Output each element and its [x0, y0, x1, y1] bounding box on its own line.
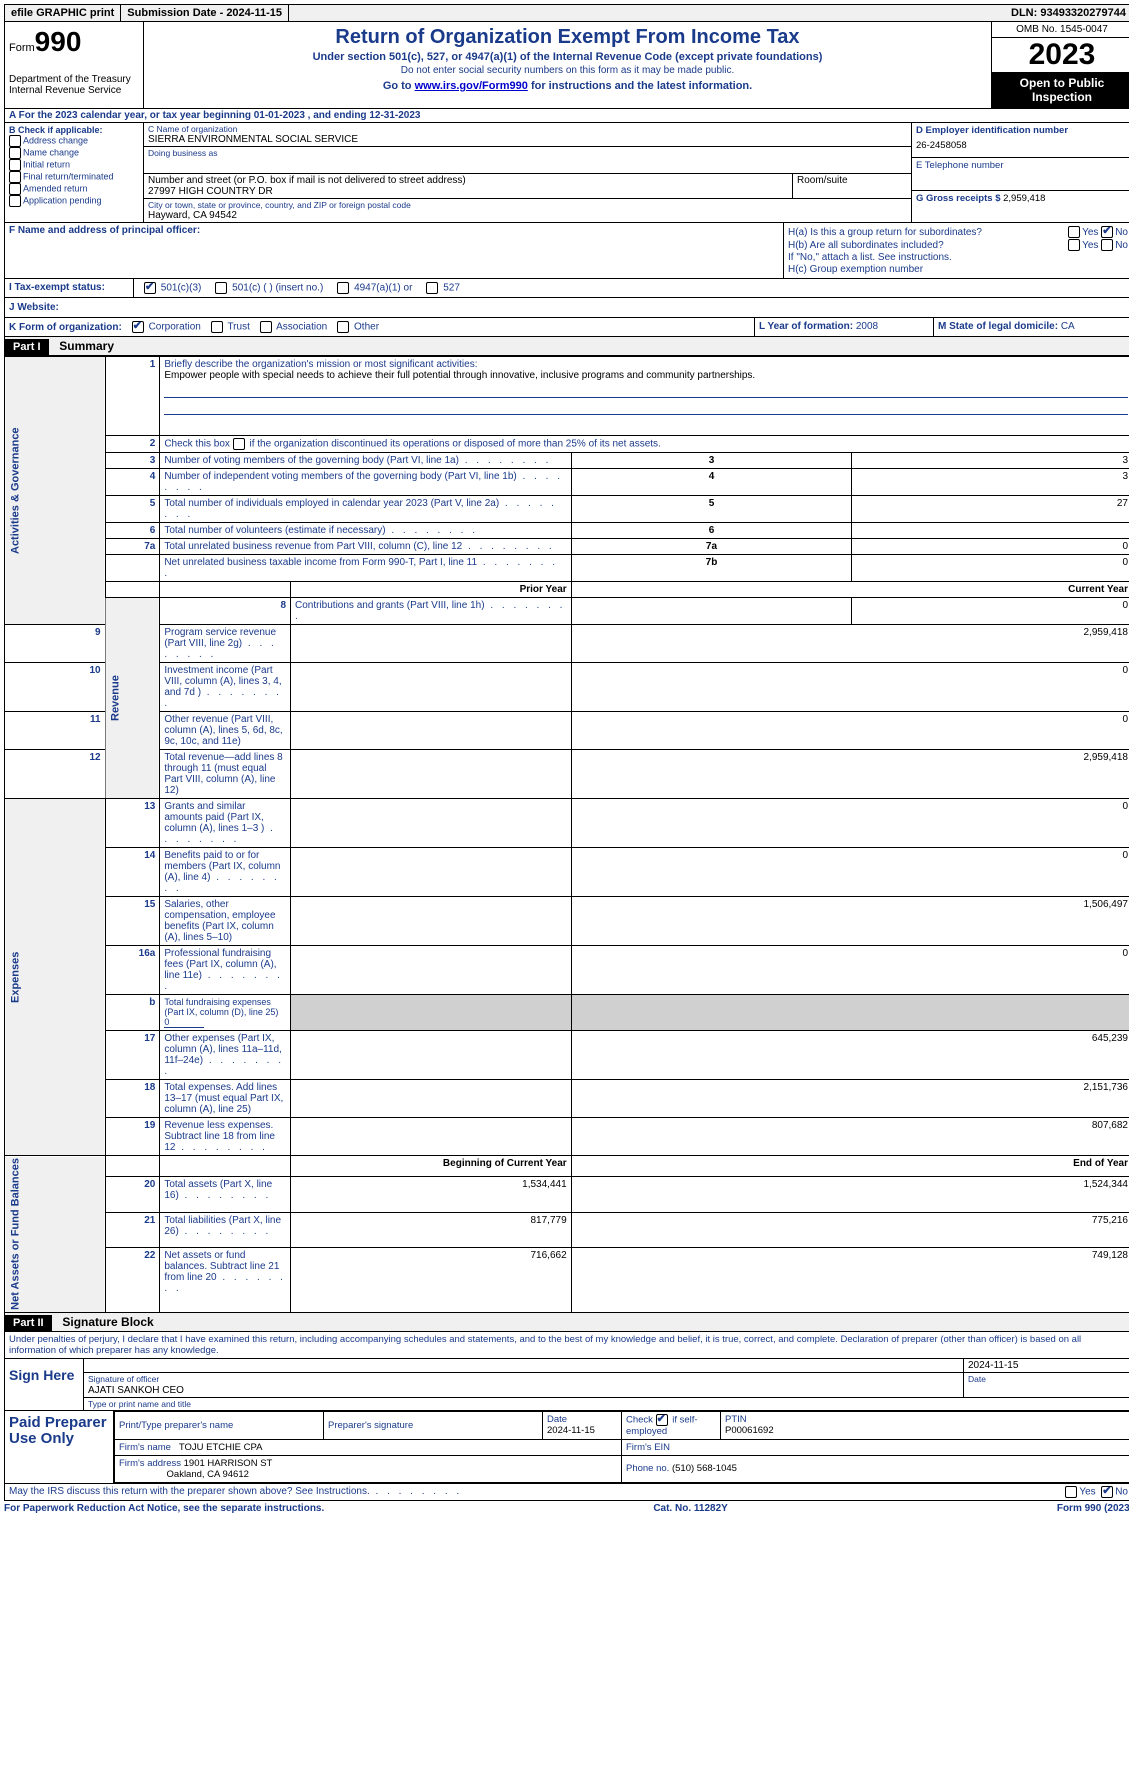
line18-curr: 2,151,736	[571, 1080, 1129, 1118]
dln: DLN: 93493320279744	[1005, 5, 1129, 21]
prep-date: 2024-11-15	[547, 1425, 595, 1436]
line12-curr: 2,959,418	[571, 750, 1129, 799]
form-number: 990	[35, 26, 82, 57]
cb-amended-return[interactable]	[9, 183, 21, 195]
line7b-val: 0	[852, 555, 1129, 582]
irs-link[interactable]: www.irs.gov/Form990	[415, 80, 528, 92]
state-domicile: CA	[1061, 321, 1075, 332]
line19-curr: 807,682	[571, 1118, 1129, 1156]
line3-val: 3	[852, 453, 1129, 469]
vlabel-governance: Activities & Governance	[5, 357, 106, 625]
line22-end: 749,128	[571, 1248, 1129, 1313]
firm-phone: (510) 568-1045	[672, 1463, 737, 1474]
line13-curr: 0	[571, 799, 1129, 848]
cb-assoc[interactable]	[260, 321, 272, 333]
line8-curr: 0	[852, 598, 1129, 625]
officer-name: AJATI SANKOH CEO	[88, 1385, 184, 1396]
line22-beg: 716,662	[291, 1248, 572, 1313]
firm-name: TOJU ETCHIE CPA	[179, 1442, 263, 1453]
line16a-curr: 0	[571, 946, 1129, 995]
cb-discuss-no[interactable]	[1101, 1486, 1113, 1498]
line20-end: 1,524,344	[571, 1177, 1129, 1213]
vlabel-netassets: Net Assets or Fund Balances	[5, 1156, 106, 1313]
top-bar: efile GRAPHIC print Submission Date - 20…	[4, 4, 1129, 22]
firm-addr2: Oakland, CA 94612	[167, 1469, 249, 1480]
subtitle-1: Under section 501(c), 527, or 4947(a)(1)…	[148, 51, 987, 63]
box-b: B Check if applicable: Address change Na…	[5, 123, 143, 222]
irs-label: Internal Revenue Service	[9, 85, 139, 96]
tax-year: 2023	[992, 38, 1129, 72]
submission-date: Submission Date - 2024-11-15	[121, 5, 289, 21]
line21-beg: 817,779	[291, 1212, 572, 1248]
line6-val	[852, 523, 1129, 539]
discuss-row: May the IRS discuss this return with the…	[4, 1484, 1129, 1501]
subtitle-2: Do not enter social security numbers on …	[148, 65, 987, 76]
tax-exempt-status: I Tax-exempt status: 501(c)(3) 501(c) ( …	[4, 279, 1129, 298]
dept-treasury: Department of the Treasury	[9, 74, 139, 85]
cb-self-employed[interactable]	[656, 1414, 668, 1426]
cb-527[interactable]	[426, 282, 438, 294]
line21-end: 775,216	[571, 1212, 1129, 1248]
part1-bar: Part I Summary	[4, 337, 1129, 356]
line15-curr: 1,506,497	[571, 897, 1129, 946]
vlabel-revenue: Revenue	[105, 598, 160, 799]
org-name: SIERRA ENVIRONMENTAL SOCIAL SERVICE	[148, 134, 907, 145]
cb-hb-no[interactable]	[1101, 239, 1113, 251]
entity-block: B Check if applicable: Address change Na…	[4, 123, 1129, 223]
ein: 26-2458058	[916, 136, 1128, 155]
website-row: J Website:	[4, 298, 1129, 318]
cb-corp[interactable]	[132, 321, 144, 333]
cb-name-change[interactable]	[9, 147, 21, 159]
firm-addr1: 1901 HARRISON ST	[184, 1458, 273, 1469]
org-city: Hayward, CA 94542	[148, 210, 907, 221]
principal-officer	[9, 236, 779, 268]
line17-curr: 645,239	[571, 1031, 1129, 1080]
cb-ha-no[interactable]	[1101, 226, 1113, 238]
cb-address-change[interactable]	[9, 135, 21, 147]
ptin: P00061692	[725, 1425, 774, 1436]
sign-here-block: Sign Here 2024-11-15 Signature of office…	[4, 1359, 1129, 1411]
k-org-row: K Form of organization: Corporation Trus…	[4, 318, 1129, 337]
cb-trust[interactable]	[211, 321, 223, 333]
summary-table: Activities & Governance 1 Briefly descri…	[4, 356, 1129, 1313]
org-street: 27997 HIGH COUNTRY DR	[148, 186, 788, 197]
cb-final-return[interactable]	[9, 171, 21, 183]
line9-curr: 2,959,418	[571, 625, 1129, 663]
cb-other[interactable]	[337, 321, 349, 333]
cb-ha-yes[interactable]	[1068, 226, 1080, 238]
sig-date: 2024-11-15	[968, 1360, 1018, 1371]
cb-501c[interactable]	[215, 282, 227, 294]
cb-discuss-yes[interactable]	[1065, 1486, 1077, 1498]
part2-bar: Part II Signature Block	[4, 1313, 1129, 1332]
fgh-block: F Name and address of principal officer:…	[4, 223, 1129, 279]
cb-4947[interactable]	[337, 282, 349, 294]
mission-text: Empower people with special needs to ach…	[164, 370, 755, 381]
line-a-tax-year: A For the 2023 calendar year, or tax yea…	[4, 109, 1129, 123]
form-title: Return of Organization Exempt From Incom…	[148, 26, 987, 49]
vlabel-expenses: Expenses	[5, 799, 106, 1156]
line10-curr: 0	[571, 663, 1129, 712]
paid-preparer-block: Paid Preparer Use Only Print/Type prepar…	[4, 1411, 1129, 1484]
open-inspection: Open to Public Inspection	[992, 72, 1129, 108]
year-formation: 2008	[856, 321, 878, 332]
gross-receipts: 2,959,418	[1003, 193, 1045, 204]
line14-curr: 0	[571, 848, 1129, 897]
efile-label[interactable]: efile GRAPHIC print	[5, 5, 121, 21]
cb-app-pending[interactable]	[9, 195, 21, 207]
line7a-val: 0	[852, 539, 1129, 555]
omb-number: OMB No. 1545-0047	[992, 22, 1129, 38]
form-header: Form990 Department of the Treasury Inter…	[4, 22, 1129, 109]
line5-val: 27	[852, 496, 1129, 523]
cb-hb-yes[interactable]	[1068, 239, 1080, 251]
line11-curr: 0	[571, 712, 1129, 750]
form-label: Form	[9, 42, 35, 54]
cb-discontinued[interactable]	[233, 438, 245, 450]
line20-beg: 1,534,441	[291, 1177, 572, 1213]
cb-501c3[interactable]	[144, 282, 156, 294]
page-footer: For Paperwork Reduction Act Notice, see …	[4, 1501, 1129, 1516]
penalties-text: Under penalties of perjury, I declare th…	[4, 1332, 1129, 1359]
line4-val: 3	[852, 469, 1129, 496]
cb-initial-return[interactable]	[9, 159, 21, 171]
